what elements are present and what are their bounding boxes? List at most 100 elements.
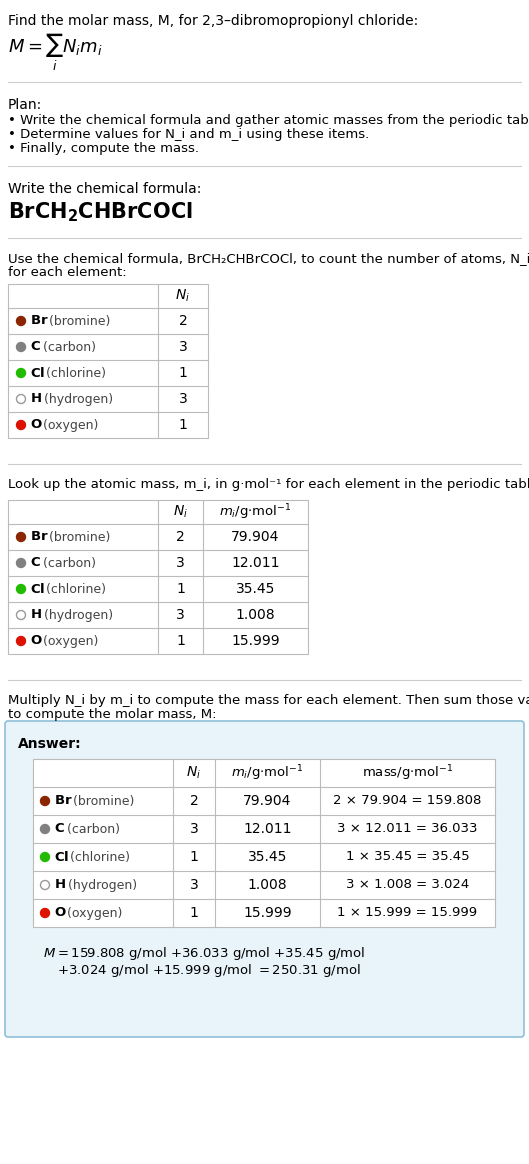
Text: Write the chemical formula:: Write the chemical formula: — [8, 182, 202, 196]
Text: 1: 1 — [179, 418, 187, 432]
Text: $\bf{O}$: $\bf{O}$ — [30, 634, 43, 647]
Text: 3: 3 — [176, 608, 185, 622]
Text: Multiply N_i by m_i to compute the mass for each element. Then sum those values: Multiply N_i by m_i to compute the mass … — [8, 694, 529, 707]
FancyBboxPatch shape — [8, 501, 308, 654]
FancyBboxPatch shape — [5, 721, 524, 1037]
Text: 2: 2 — [189, 794, 198, 808]
Text: $M = 159.808$ g/mol $+ 36.033$ g/mol $+ 35.45$ g/mol: $M = 159.808$ g/mol $+ 36.033$ g/mol $+ … — [43, 945, 366, 961]
Text: (oxygen): (oxygen) — [39, 634, 98, 647]
Text: 12.011: 12.011 — [243, 822, 292, 836]
Text: $\bf{Br}$: $\bf{Br}$ — [30, 531, 49, 544]
Text: 1: 1 — [189, 850, 198, 864]
Text: 1: 1 — [176, 582, 185, 596]
Circle shape — [16, 584, 25, 594]
Text: $m_i$/g$\cdot$mol$^{-1}$: $m_i$/g$\cdot$mol$^{-1}$ — [231, 764, 304, 783]
Text: for each element:: for each element: — [8, 267, 126, 279]
FancyBboxPatch shape — [33, 759, 495, 927]
Text: 3: 3 — [176, 556, 185, 570]
Text: Use the chemical formula, BrCH₂CHBrCOCl, to count the number of atoms, N_i,: Use the chemical formula, BrCH₂CHBrCOCl,… — [8, 251, 529, 265]
Text: (chlorine): (chlorine) — [66, 851, 130, 864]
Text: 1: 1 — [176, 634, 185, 648]
Text: 3: 3 — [189, 878, 198, 892]
Text: (carbon): (carbon) — [39, 556, 96, 569]
Text: (carbon): (carbon) — [39, 341, 96, 354]
Text: $m_i$/g$\cdot$mol$^{-1}$: $m_i$/g$\cdot$mol$^{-1}$ — [219, 502, 292, 521]
Text: 3: 3 — [189, 822, 198, 836]
Text: $\bf{Cl}$: $\bf{Cl}$ — [54, 850, 69, 864]
Text: $\bf{O}$: $\bf{O}$ — [54, 907, 67, 920]
Text: $\bf{C}$: $\bf{C}$ — [54, 823, 65, 836]
Text: $\bf{Cl}$: $\bf{Cl}$ — [30, 365, 45, 379]
Text: (bromine): (bromine) — [45, 314, 111, 327]
Text: Look up the atomic mass, m_i, in g·mol⁻¹ for each element in the periodic table:: Look up the atomic mass, m_i, in g·mol⁻¹… — [8, 478, 529, 491]
Text: • Write the chemical formula and gather atomic masses from the periodic table.: • Write the chemical formula and gather … — [8, 114, 529, 127]
Text: 2 × 79.904 = 159.808: 2 × 79.904 = 159.808 — [333, 795, 482, 808]
Circle shape — [41, 880, 50, 889]
Text: 79.904: 79.904 — [231, 530, 280, 544]
Text: (hydrogen): (hydrogen) — [40, 609, 113, 622]
Text: 3 × 1.008 = 3.024: 3 × 1.008 = 3.024 — [346, 879, 469, 892]
Text: $N_i$: $N_i$ — [173, 504, 188, 520]
Text: (hydrogen): (hydrogen) — [40, 392, 113, 405]
Text: $\bf{H}$: $\bf{H}$ — [30, 609, 42, 622]
Text: 2: 2 — [176, 530, 185, 544]
Circle shape — [16, 610, 25, 619]
Text: 1: 1 — [189, 906, 198, 920]
Text: • Determine values for N_i and m_i using these items.: • Determine values for N_i and m_i using… — [8, 128, 369, 141]
Circle shape — [16, 420, 25, 430]
Text: $\bf{C}$: $\bf{C}$ — [30, 556, 41, 569]
Circle shape — [41, 908, 50, 917]
Text: 1 × 15.999 = 15.999: 1 × 15.999 = 15.999 — [338, 907, 478, 920]
Circle shape — [16, 637, 25, 646]
Text: $\bf{Br}$: $\bf{Br}$ — [30, 314, 49, 327]
Text: $N_i$: $N_i$ — [176, 288, 190, 304]
Text: (oxygen): (oxygen) — [63, 907, 122, 920]
Text: 1.008: 1.008 — [248, 878, 287, 892]
Circle shape — [41, 796, 50, 805]
Circle shape — [41, 824, 50, 833]
Text: mass/g$\cdot$mol$^{-1}$: mass/g$\cdot$mol$^{-1}$ — [362, 764, 453, 783]
Text: 2: 2 — [179, 314, 187, 328]
Text: Find the molar mass, M, for 2,3–dibromopropionyl chloride:: Find the molar mass, M, for 2,3–dibromop… — [8, 14, 418, 28]
Text: 1: 1 — [179, 365, 187, 379]
Text: 1.008: 1.008 — [236, 608, 275, 622]
Text: • Finally, compute the mass.: • Finally, compute the mass. — [8, 142, 199, 155]
Text: $+ 3.024$ g/mol $+ 15.999$ g/mol $= 250.31$ g/mol: $+ 3.024$ g/mol $+ 15.999$ g/mol $= 250.… — [57, 961, 361, 979]
Circle shape — [16, 369, 25, 377]
Text: 3 × 12.011 = 36.033: 3 × 12.011 = 36.033 — [338, 823, 478, 836]
Text: 1 × 35.45 = 35.45: 1 × 35.45 = 35.45 — [345, 851, 469, 864]
Text: Plan:: Plan: — [8, 98, 42, 112]
Circle shape — [16, 559, 25, 568]
Text: $N_i$: $N_i$ — [187, 765, 202, 781]
Text: (chlorine): (chlorine) — [42, 367, 106, 379]
Text: $\bf{H}$: $\bf{H}$ — [30, 392, 42, 405]
Text: $\mathbf{BrCH_2CHBrCOCl}$: $\mathbf{BrCH_2CHBrCOCl}$ — [8, 200, 193, 223]
Text: $\bf{Cl}$: $\bf{Cl}$ — [30, 582, 45, 596]
Text: (bromine): (bromine) — [45, 531, 111, 544]
Circle shape — [16, 395, 25, 404]
Text: 15.999: 15.999 — [231, 634, 280, 648]
Text: $\bf{H}$: $\bf{H}$ — [54, 879, 66, 892]
FancyBboxPatch shape — [8, 284, 208, 438]
Text: 15.999: 15.999 — [243, 906, 292, 920]
Text: 3: 3 — [179, 392, 187, 406]
Text: 35.45: 35.45 — [248, 850, 287, 864]
Circle shape — [16, 532, 25, 541]
Circle shape — [16, 342, 25, 352]
Text: (bromine): (bromine) — [69, 795, 134, 808]
Text: $\bf{C}$: $\bf{C}$ — [30, 341, 41, 354]
Text: $M = \sum_i N_i m_i$: $M = \sum_i N_i m_i$ — [8, 31, 103, 73]
Text: (chlorine): (chlorine) — [42, 582, 106, 596]
Text: 3: 3 — [179, 340, 187, 354]
Circle shape — [41, 852, 50, 861]
Text: to compute the molar mass, M:: to compute the molar mass, M: — [8, 708, 216, 721]
Text: $\bf{O}$: $\bf{O}$ — [30, 419, 43, 432]
Text: 12.011: 12.011 — [231, 556, 280, 570]
Text: 35.45: 35.45 — [236, 582, 275, 596]
Text: (oxygen): (oxygen) — [39, 419, 98, 432]
Text: Answer:: Answer: — [18, 737, 81, 751]
Text: 79.904: 79.904 — [243, 794, 291, 808]
Text: (carbon): (carbon) — [63, 823, 120, 836]
Text: (hydrogen): (hydrogen) — [64, 879, 137, 892]
Text: $\bf{Br}$: $\bf{Br}$ — [54, 795, 72, 808]
